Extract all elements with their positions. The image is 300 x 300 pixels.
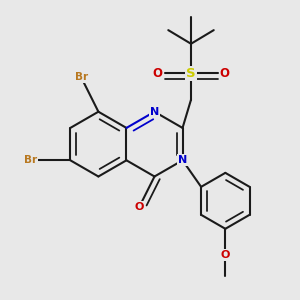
Text: O: O	[152, 67, 162, 80]
Text: O: O	[221, 250, 230, 260]
Text: S: S	[186, 67, 196, 80]
Text: Br: Br	[75, 73, 88, 82]
Text: O: O	[135, 202, 144, 212]
Text: N: N	[178, 155, 187, 165]
Text: N: N	[150, 107, 159, 117]
Text: O: O	[220, 67, 230, 80]
Text: Br: Br	[24, 155, 37, 165]
